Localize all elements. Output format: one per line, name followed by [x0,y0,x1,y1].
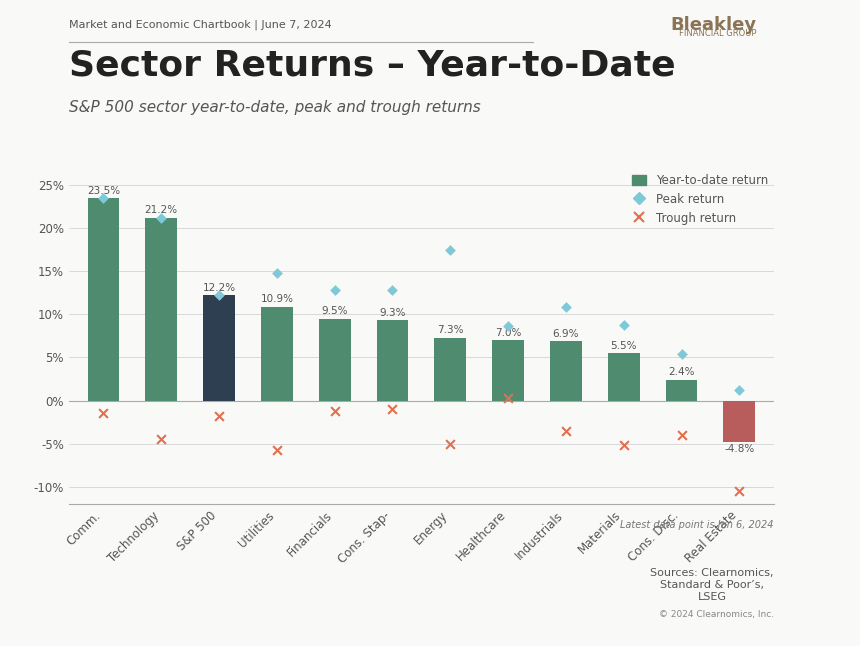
Point [617,440,630,450]
Legend: Year-to-date return, Peak return, Trough return: Year-to-date return, Peak return, Trough… [632,174,768,225]
Point [328,406,341,416]
Point [155,213,169,223]
Bar [550,341,582,401]
Bar [261,307,292,401]
Point [96,193,110,203]
Bar [492,340,524,401]
Point [559,302,573,313]
Text: 21.2%: 21.2% [144,205,178,215]
Point [270,444,284,455]
Bar [434,338,466,401]
Point [385,285,399,295]
Point [501,393,515,403]
Text: 5.5%: 5.5% [611,340,637,351]
Text: © 2024 Clearnomics, Inc.: © 2024 Clearnomics, Inc. [659,610,774,620]
Point [96,408,110,419]
Text: 9.5%: 9.5% [322,306,348,316]
Text: FINANCIAL GROUP: FINANCIAL GROUP [679,29,757,38]
Text: 9.3%: 9.3% [379,308,406,318]
Bar [608,353,640,401]
Bar [319,318,351,401]
Point [212,290,226,300]
Point [501,320,515,331]
Point [444,245,458,255]
Text: Sources: Clearnomics,
Standard & Poor’s,
LSEG: Sources: Clearnomics, Standard & Poor’s,… [650,568,774,601]
Point [270,268,284,278]
Text: 6.9%: 6.9% [553,329,579,339]
Point [674,349,688,359]
Text: 2.4%: 2.4% [668,368,695,377]
Point [385,404,399,414]
Text: Bleakley: Bleakley [671,16,757,34]
Text: S&P 500 sector year-to-date, peak and trough returns: S&P 500 sector year-to-date, peak and tr… [69,100,481,115]
Text: -4.8%: -4.8% [724,444,754,454]
Bar [723,401,755,442]
Text: 23.5%: 23.5% [87,185,120,196]
Bar [666,380,697,401]
Point [328,285,341,295]
Point [733,486,746,496]
Text: Sector Returns – Year-to-Date: Sector Returns – Year-to-Date [69,48,675,83]
Text: 10.9%: 10.9% [261,294,293,304]
Point [559,426,573,436]
Point [674,430,688,440]
Point [155,434,169,444]
Bar [377,320,408,401]
Text: 7.3%: 7.3% [437,325,464,335]
Point [212,411,226,421]
Text: Latest data point is Jun 6, 2024: Latest data point is Jun 6, 2024 [621,520,774,530]
Text: Market and Economic Chartbook | June 7, 2024: Market and Economic Chartbook | June 7, … [69,19,332,30]
Text: 12.2%: 12.2% [202,283,236,293]
Bar [88,198,120,401]
Text: 7.0%: 7.0% [494,328,521,338]
Point [733,385,746,395]
Point [617,320,630,330]
Bar [203,295,235,401]
Bar [145,218,177,401]
Point [444,439,458,449]
